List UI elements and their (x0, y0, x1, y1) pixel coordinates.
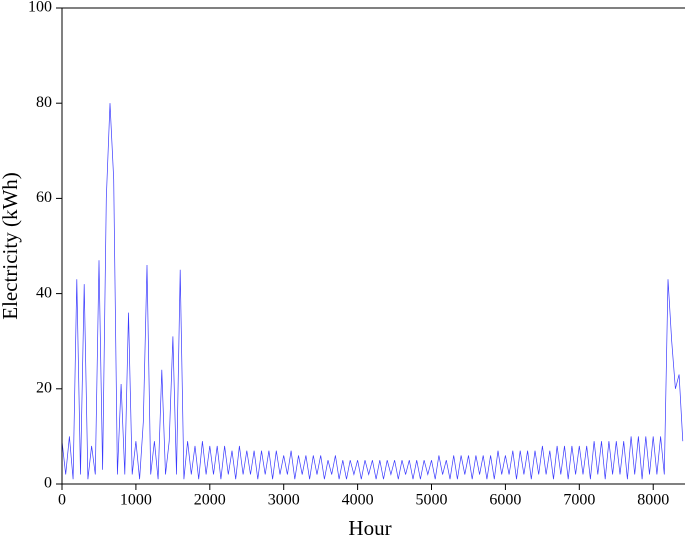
y-axis-label: Electricity (kWh) (0, 172, 22, 320)
y-tick-label: 80 (36, 94, 52, 111)
y-tick-label: 0 (44, 475, 52, 492)
x-tick-label: 8000 (637, 492, 669, 509)
y-tick-label: 100 (28, 0, 52, 16)
x-tick-label: 3000 (268, 492, 300, 509)
y-tick-label: 60 (36, 189, 52, 206)
x-axis-label: Hour (348, 516, 391, 539)
x-tick-label: 0 (58, 492, 66, 509)
x-tick-label: 6000 (489, 492, 521, 509)
data-line (61, 103, 684, 480)
y-tick-label: 20 (36, 379, 52, 396)
x-tick-label: 4000 (342, 492, 374, 509)
x-tick-label: 2000 (194, 492, 226, 509)
x-tick-label: 1000 (120, 492, 152, 509)
x-tick-label: 5000 (416, 492, 448, 509)
x-tick-label: 7000 (563, 492, 595, 509)
y-tick-label: 40 (36, 284, 52, 301)
